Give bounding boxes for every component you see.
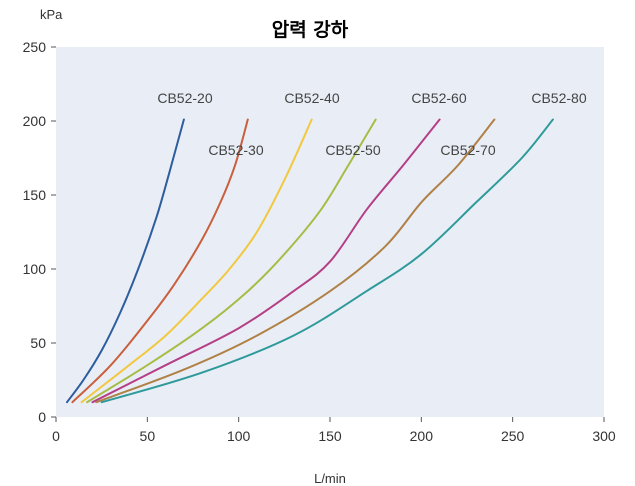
x-tick-label: 250 — [501, 428, 525, 444]
x-tick-label: 50 — [140, 428, 156, 444]
x-axis-ticks: 0 50 100 150 200 250 300 — [52, 417, 616, 444]
x-tick-label: 100 — [227, 428, 251, 444]
series-line-cb52-80 — [100, 118, 554, 404]
series-line-cb52-60 — [91, 118, 441, 404]
y-tick-label: 150 — [23, 187, 47, 203]
y-tick-label: 50 — [30, 335, 46, 351]
series-line-cb52-20 — [66, 118, 185, 404]
series-label-cb52-60: CB52-60 — [411, 90, 466, 106]
x-tick-label: 200 — [410, 428, 434, 444]
y-tick-label: 100 — [23, 261, 47, 277]
series-line-cb52-30 — [71, 118, 249, 404]
y-tick-label: 250 — [23, 39, 47, 55]
series-line-cb52-50 — [86, 118, 377, 404]
series-label-cb52-30: CB52-30 — [208, 142, 263, 158]
chart-title: 압력 강하 — [272, 19, 349, 41]
y-tick-label: 0 — [38, 409, 46, 425]
y-axis-ticks: 0 50 100 150 200 250 — [23, 39, 56, 425]
series-line-cb52-70 — [95, 118, 496, 404]
x-tick-label: 0 — [52, 428, 60, 444]
series-label-cb52-50: CB52-50 — [325, 142, 380, 158]
x-tick-label: 300 — [592, 428, 616, 444]
series-lines — [66, 118, 554, 404]
series-label-cb52-70: CB52-70 — [440, 142, 495, 158]
series-labels: CB52-20 CB52-30 CB52-40 CB52-50 CB52-60 CB52-… — [157, 90, 586, 158]
series-line-cb52-40 — [80, 118, 313, 404]
y-axis-unit: kPa — [40, 7, 63, 22]
x-tick-label: 150 — [318, 428, 342, 444]
x-axis-label: L/min — [314, 471, 346, 486]
y-tick-label: 200 — [23, 113, 47, 129]
series-label-cb52-80: CB52-80 — [531, 90, 586, 106]
series-label-cb52-40: CB52-40 — [284, 90, 339, 106]
plot-area — [56, 47, 604, 417]
series-label-cb52-20: CB52-20 — [157, 90, 212, 106]
